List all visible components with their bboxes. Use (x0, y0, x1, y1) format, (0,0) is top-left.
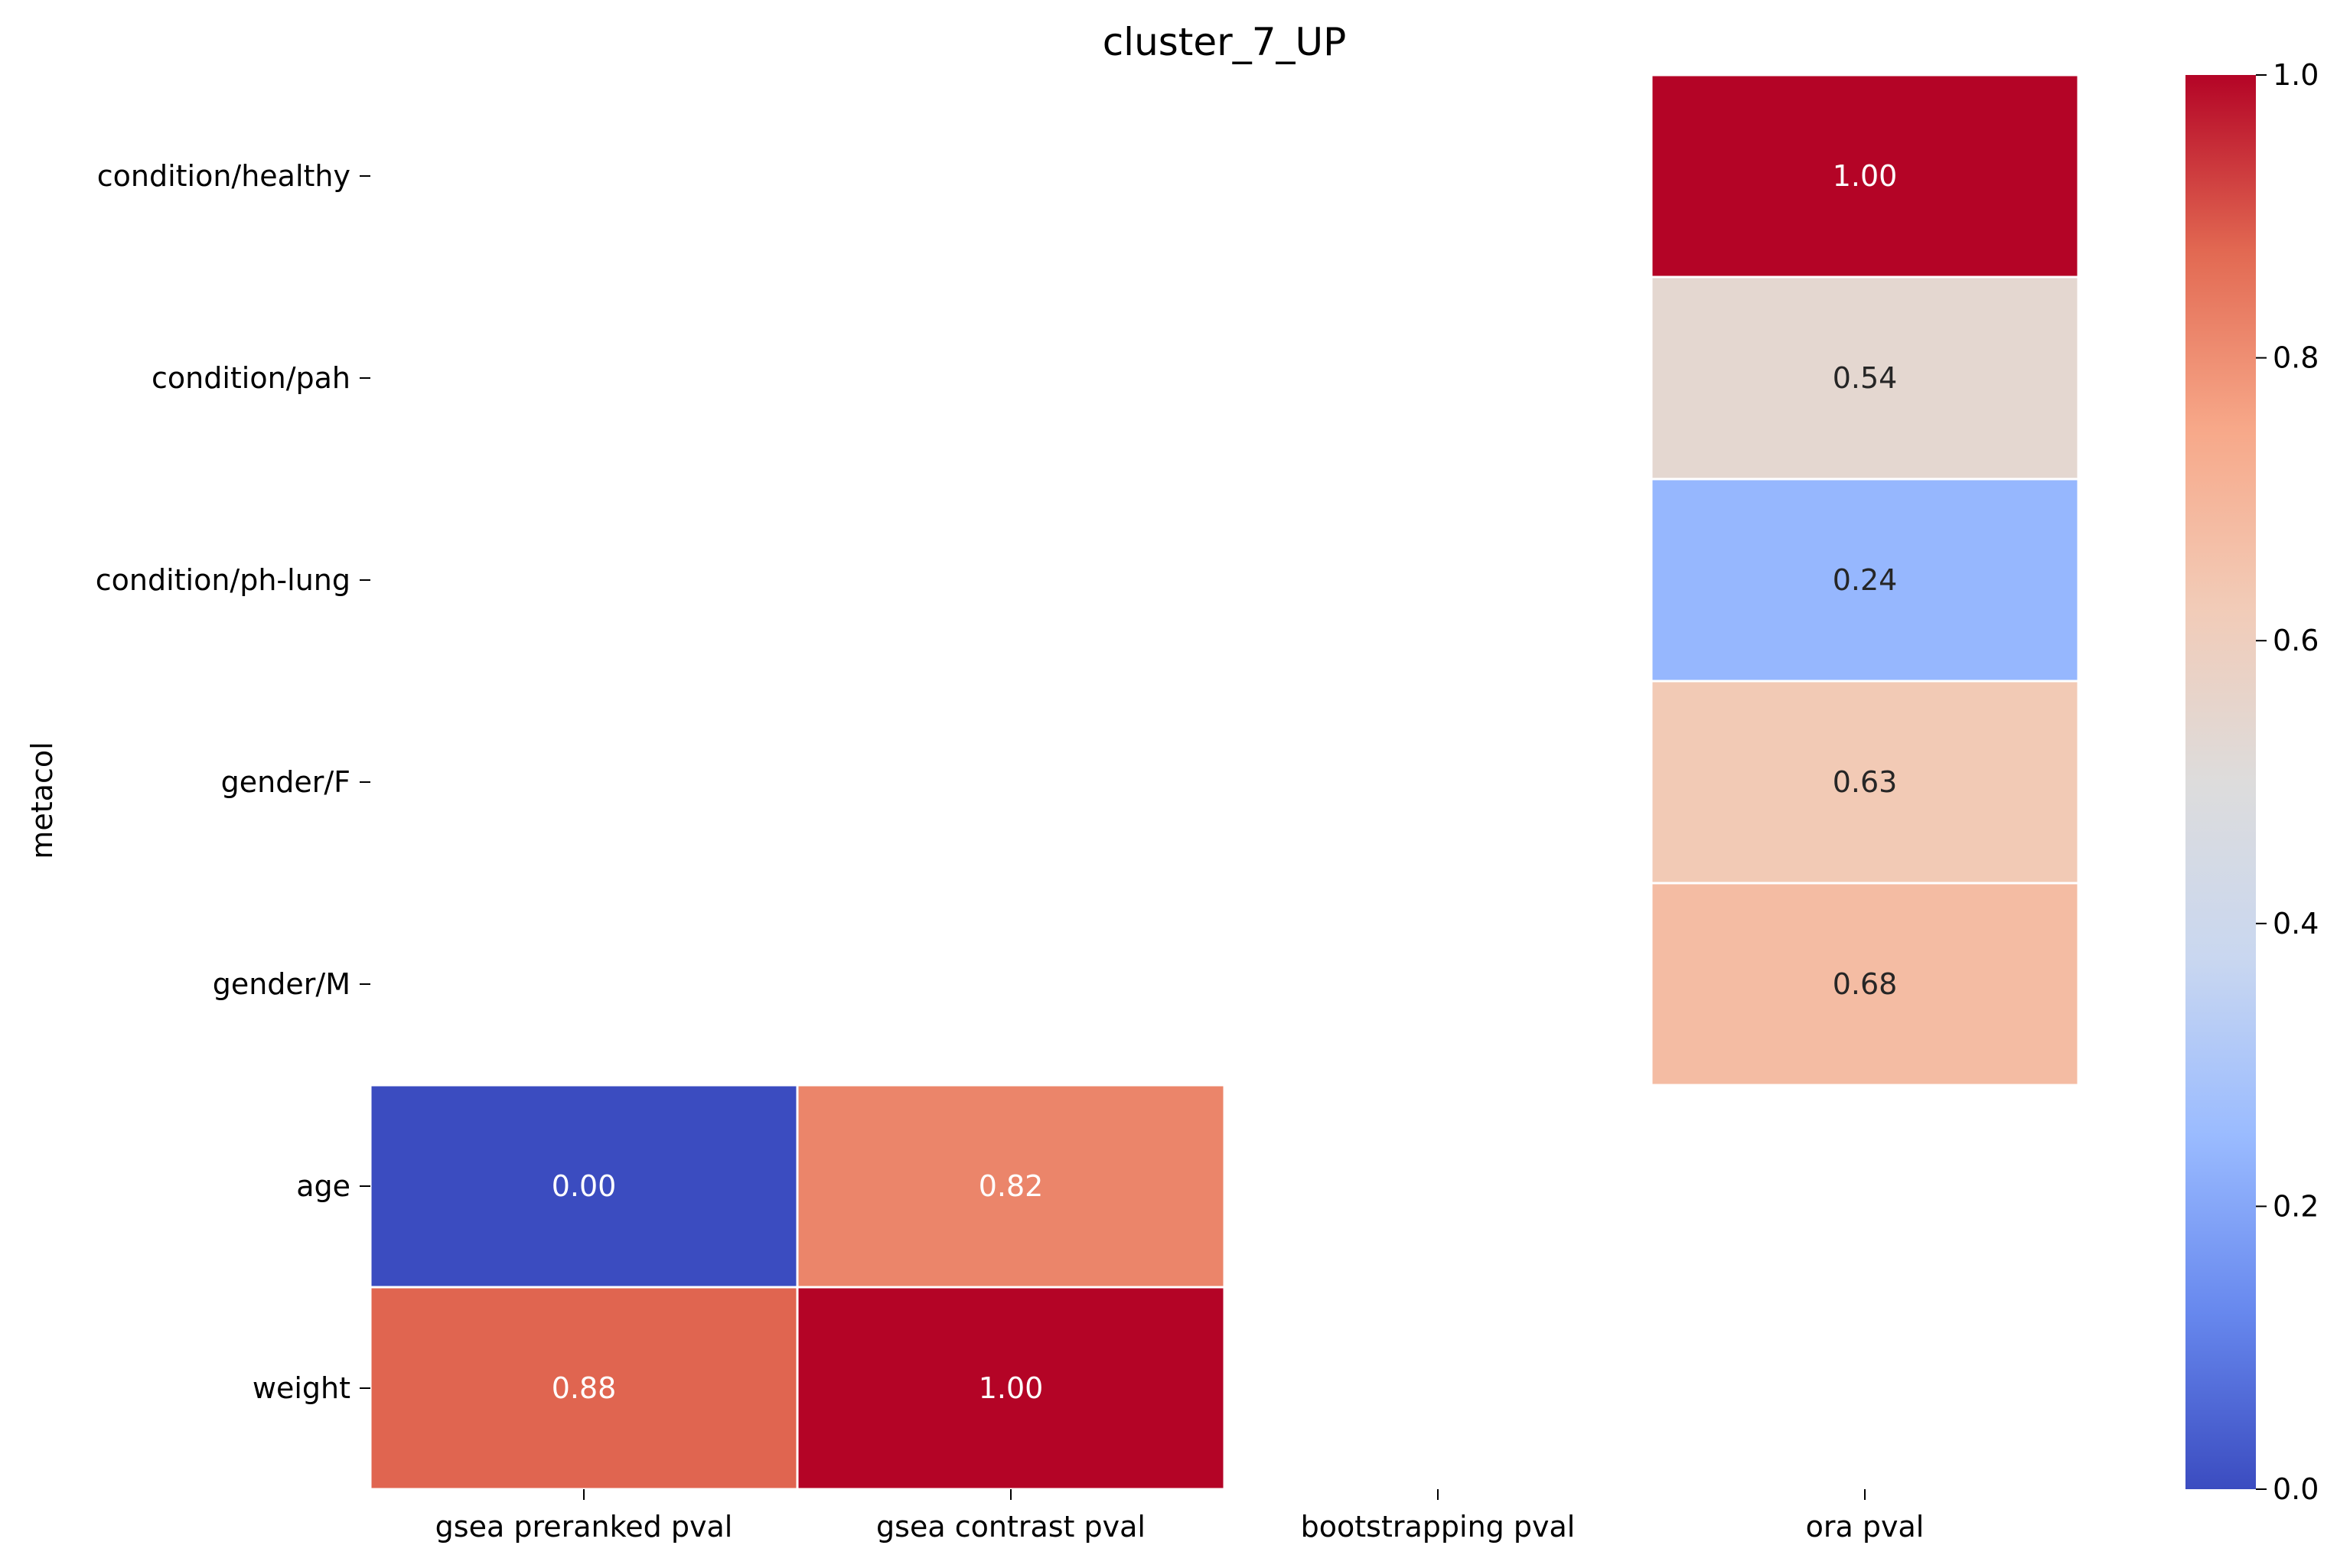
colorbar-tick-label: 0.0 (2273, 1472, 2319, 1506)
colorbar: 0.0 0.2 0.4 0.6 0.8 1.0 (2185, 58, 2319, 1506)
y-tick-labels: condition/healthy condition/pah condition/… (96, 159, 370, 1405)
cell-value-label: 1.00 (1833, 159, 1898, 193)
y-tick-label: condition/healthy (97, 159, 350, 193)
y-tick-label: condition/pah (152, 361, 350, 395)
colorbar-gradient (2185, 75, 2256, 1489)
x-tick-label: bootstrapping pval (1301, 1510, 1576, 1544)
heatmap-cell (1650, 882, 2080, 1087)
y-axis-label: metacol (25, 742, 59, 859)
colorbar-tick-label: 1.0 (2273, 58, 2319, 92)
y-tick-label: gender/F (221, 765, 350, 799)
heatmap-cell (1650, 478, 2080, 683)
cell-value-label: 0.82 (979, 1169, 1044, 1203)
cell-value-label: 0.24 (1833, 563, 1898, 597)
cell-value-label: 0.54 (1833, 361, 1898, 395)
x-tick-label: gsea preranked pval (435, 1510, 733, 1544)
chart-title: cluster_7_UP (1103, 20, 1347, 64)
y-tick-label: weight (253, 1371, 350, 1405)
cell-value-label: 1.00 (979, 1371, 1044, 1405)
heatmap-cell (369, 1084, 799, 1289)
colorbar-tick-label: 0.8 (2273, 341, 2319, 375)
colorbar-tick-label: 0.2 (2273, 1189, 2319, 1223)
y-tick-label: condition/ph-lung (96, 563, 350, 597)
colorbar-tick-label: 0.4 (2273, 907, 2319, 940)
cell-value-label: 0.63 (1833, 765, 1898, 799)
x-tick-label: gsea contrast pval (876, 1510, 1146, 1544)
cell-value-label: 0.00 (552, 1169, 617, 1203)
cell-value-label: 0.68 (1833, 967, 1898, 1001)
y-tick-label: gender/M (213, 967, 350, 1001)
heatmap-cell (1650, 680, 2080, 885)
heatmap-cell (1650, 275, 2080, 481)
x-tick-labels: gsea preranked pval gsea contrast pval boo… (435, 1489, 1925, 1544)
heatmap-cell (1650, 73, 2080, 279)
x-tick-label: ora pval (1806, 1510, 1925, 1544)
y-tick-label: age (296, 1169, 350, 1203)
cell-value-label: 0.88 (552, 1371, 617, 1405)
heatmap-cell (369, 1286, 799, 1491)
heatmap-cells: 1.00 0.54 0.24 0.63 0.68 0.00 0.82 0.88 1.00 (369, 73, 2080, 1491)
colorbar-tick-label: 0.6 (2273, 624, 2319, 657)
